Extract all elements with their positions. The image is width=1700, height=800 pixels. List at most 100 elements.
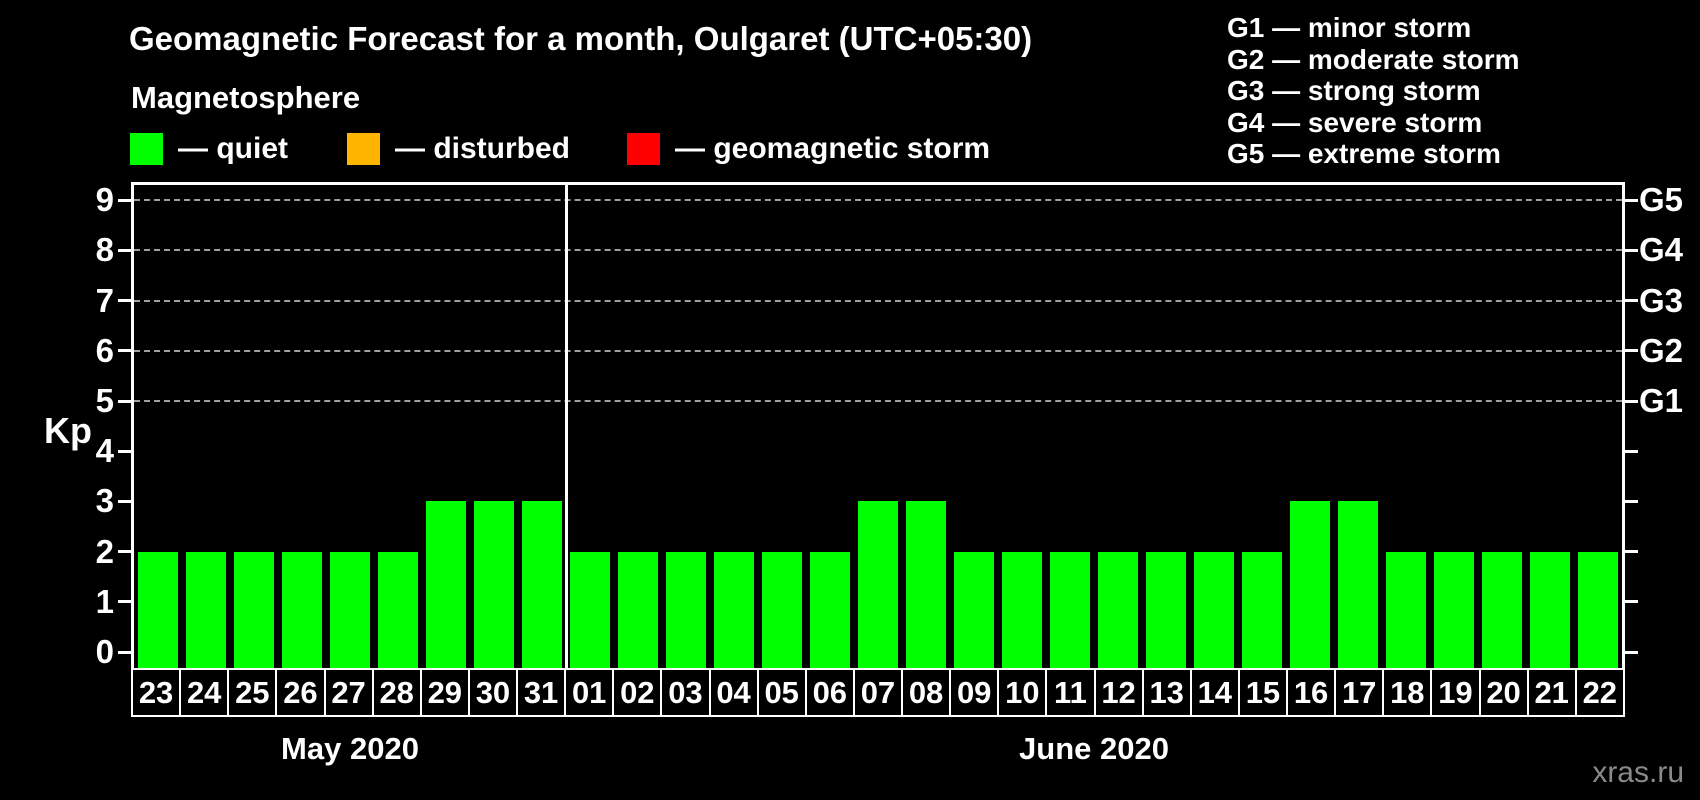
y-tick xyxy=(118,499,132,503)
kp-bar xyxy=(1194,551,1234,668)
kp-bar xyxy=(1050,551,1090,668)
kp-bar xyxy=(858,501,898,668)
kp-bar xyxy=(1578,551,1618,668)
gridline xyxy=(134,400,1622,402)
legend-label: — quiet xyxy=(178,132,288,165)
g-scale-label: G1 xyxy=(1639,382,1684,419)
day-cell: 13 xyxy=(1144,670,1192,715)
g-legend-item: G4 — severe storm xyxy=(1227,106,1483,138)
y-tick xyxy=(1624,600,1638,604)
kp-bar xyxy=(906,501,946,668)
day-cell: 11 xyxy=(1047,670,1096,715)
y-axis-title: Kp xyxy=(44,410,92,451)
day-cell: 23 xyxy=(133,670,182,715)
y-tick xyxy=(118,198,132,202)
legend-item: — quiet xyxy=(130,132,288,166)
kp-bar xyxy=(954,551,994,668)
day-cell: 29 xyxy=(422,670,470,715)
kp-bar xyxy=(186,551,226,668)
kp-bar xyxy=(666,551,706,668)
y-tick xyxy=(1624,299,1638,303)
kp-bar xyxy=(330,551,370,668)
y-tick xyxy=(1624,399,1638,403)
kp-bar xyxy=(1002,551,1042,668)
kp-bar xyxy=(618,551,658,668)
day-cell: 30 xyxy=(470,670,518,715)
legend-label: — disturbed xyxy=(395,132,571,165)
y-tick xyxy=(118,248,132,252)
y-tick xyxy=(1624,650,1638,654)
g-scale-legend: G1 — minor storm G2 — moderate storm G3 — … xyxy=(1227,12,1520,170)
kp-bar xyxy=(474,501,514,668)
day-cell: 28 xyxy=(374,670,422,715)
day-axis-row: 23 24 25 26 27 28 29 30 31 01 02 03 04 05 06 07 08 09 10 11… xyxy=(131,668,1625,717)
g-scale-label: G4 xyxy=(1639,231,1684,269)
gridline xyxy=(134,199,1622,202)
y-tick xyxy=(1624,499,1638,503)
day-cell: 25 xyxy=(229,670,278,715)
month-label: June 2020 xyxy=(1019,731,1169,766)
g-legend-item: G5 — extreme storm xyxy=(1227,138,1501,170)
y-tick-label: 6 xyxy=(95,331,114,369)
day-cell: 16 xyxy=(1288,670,1337,715)
y-tick-label: 3 xyxy=(95,482,114,520)
day-cell: 01 xyxy=(566,670,615,715)
legend-label: — geomagnetic storm xyxy=(675,132,991,165)
y-tick xyxy=(118,600,132,604)
y-tick xyxy=(118,449,132,453)
kp-bar xyxy=(762,551,802,668)
y-tick xyxy=(1624,550,1638,554)
kp-bar xyxy=(1386,551,1426,668)
kp-bar xyxy=(1242,551,1282,668)
y-tick xyxy=(118,349,132,353)
y-tick-label: 0 xyxy=(95,633,114,670)
may-june-divider xyxy=(564,185,568,668)
kp-bar xyxy=(282,551,322,668)
day-cell: 15 xyxy=(1240,670,1288,715)
day-cell: 06 xyxy=(807,670,855,715)
kp-bar xyxy=(1290,501,1330,668)
kp-bar xyxy=(234,551,274,668)
month-label: May 2020 xyxy=(281,731,419,766)
gridline xyxy=(134,249,1622,252)
day-cell: 07 xyxy=(855,670,903,715)
day-cell: 31 xyxy=(518,670,567,715)
plot-area: 0 1 2 3 4 5 6 7 8 9 G1 G2 G3 G4 G5 xyxy=(96,181,1683,670)
kp-bar xyxy=(426,501,466,668)
day-cell: 20 xyxy=(1481,670,1529,715)
day-cell: 09 xyxy=(951,670,1000,715)
chart-title: Geomagnetic Forecast for a month, Oulgar… xyxy=(129,20,1033,57)
y-tick xyxy=(118,299,132,303)
day-cell: 02 xyxy=(614,670,663,715)
legend-item: — geomagnetic storm xyxy=(627,132,990,166)
g-legend-item: G1 — minor storm xyxy=(1227,12,1472,43)
day-cell: 18 xyxy=(1384,670,1433,715)
day-cell: 19 xyxy=(1432,670,1481,715)
y-tick-label: 9 xyxy=(95,181,114,219)
kp-bar xyxy=(1098,551,1138,668)
kp-bar xyxy=(1482,551,1522,668)
day-cell: 21 xyxy=(1529,670,1577,715)
day-cell: 05 xyxy=(759,670,807,715)
day-cell: 12 xyxy=(1096,670,1144,715)
y-tick xyxy=(1624,248,1638,252)
y-tick-label: 1 xyxy=(95,582,114,620)
kp-bar xyxy=(1146,551,1186,668)
watermark: xras.ru xyxy=(1592,756,1684,789)
gridline xyxy=(134,299,1622,302)
kp-bar xyxy=(1530,551,1570,668)
y-tick-label: 4 xyxy=(95,432,114,470)
y-tick-label: 5 xyxy=(95,382,114,419)
kp-bar xyxy=(138,551,178,668)
kp-bar xyxy=(378,551,418,668)
g-legend-item: G3 — strong storm xyxy=(1227,75,1481,107)
y-tick-label: 8 xyxy=(95,231,114,269)
magnetosphere-label: Magnetosphere xyxy=(131,80,361,115)
y-tick xyxy=(118,550,132,554)
y-tick xyxy=(1624,449,1638,453)
legend-swatch xyxy=(347,133,380,165)
day-cell: 27 xyxy=(326,670,374,715)
y-tick xyxy=(118,399,132,403)
kp-bar xyxy=(522,501,562,668)
g-legend-item: G2 — moderate storm xyxy=(1227,43,1520,75)
